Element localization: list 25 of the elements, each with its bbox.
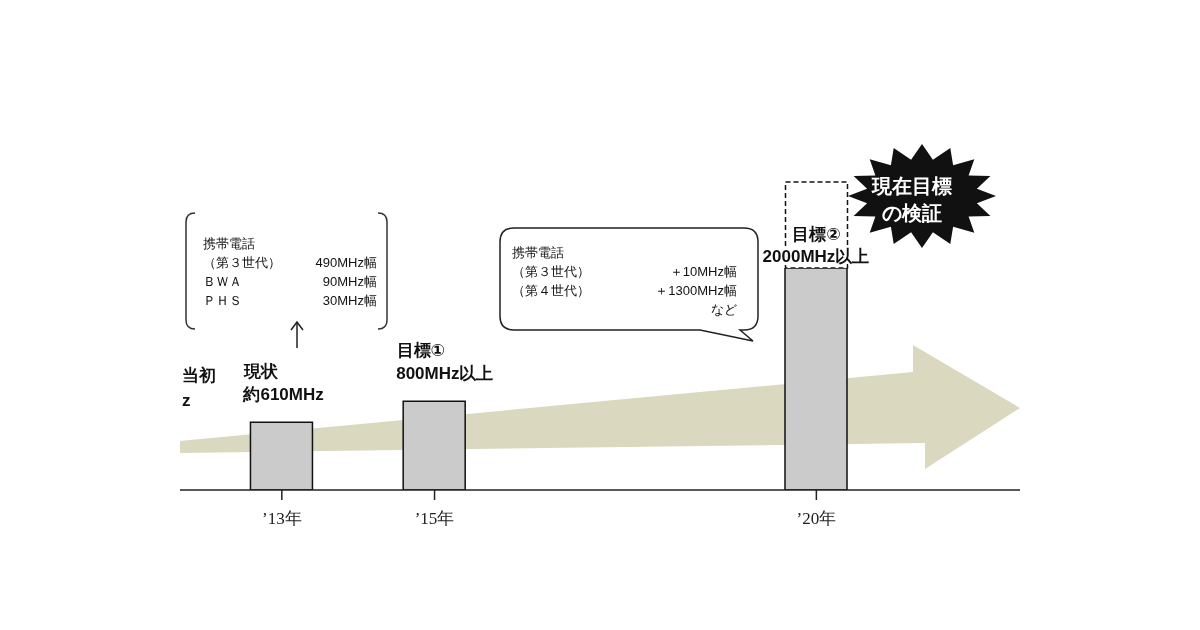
x-tick-label: ’15年: [414, 509, 455, 529]
annotation: （第３世代）: [512, 264, 590, 279]
data-label: 800MHz以上: [396, 364, 494, 384]
annotation: 490MHz幅: [315, 255, 377, 270]
x-tick-label: ’20年: [796, 509, 837, 529]
annotation: ＰＨＳ: [203, 293, 242, 308]
annotation: （第３世代）: [203, 255, 281, 270]
annotation: 現状: [242, 362, 279, 382]
annotation: など: [711, 302, 737, 317]
annotation: 当初: [182, 366, 216, 385]
data-label: 約610MHz: [242, 385, 324, 405]
x-tick-label: ’13年: [261, 509, 302, 529]
annotation: 目標①: [396, 341, 445, 361]
annotation: ＢＷＡ: [203, 274, 242, 289]
text: の検証: [882, 202, 942, 224]
annotation: 90MHz幅: [322, 274, 377, 289]
annotation: ＋10MHz幅: [669, 264, 737, 279]
text: 現在目標: [871, 175, 952, 197]
annotation: 30MHz幅: [322, 293, 377, 308]
annotation: 目標②: [792, 225, 841, 244]
annotation: z: [182, 391, 191, 410]
text: 携帯電話: [203, 236, 255, 251]
annotation: （第４世代）: [512, 283, 590, 298]
annotation: ＋1300MHz幅: [655, 283, 737, 298]
text: 携帯電話: [512, 245, 564, 260]
